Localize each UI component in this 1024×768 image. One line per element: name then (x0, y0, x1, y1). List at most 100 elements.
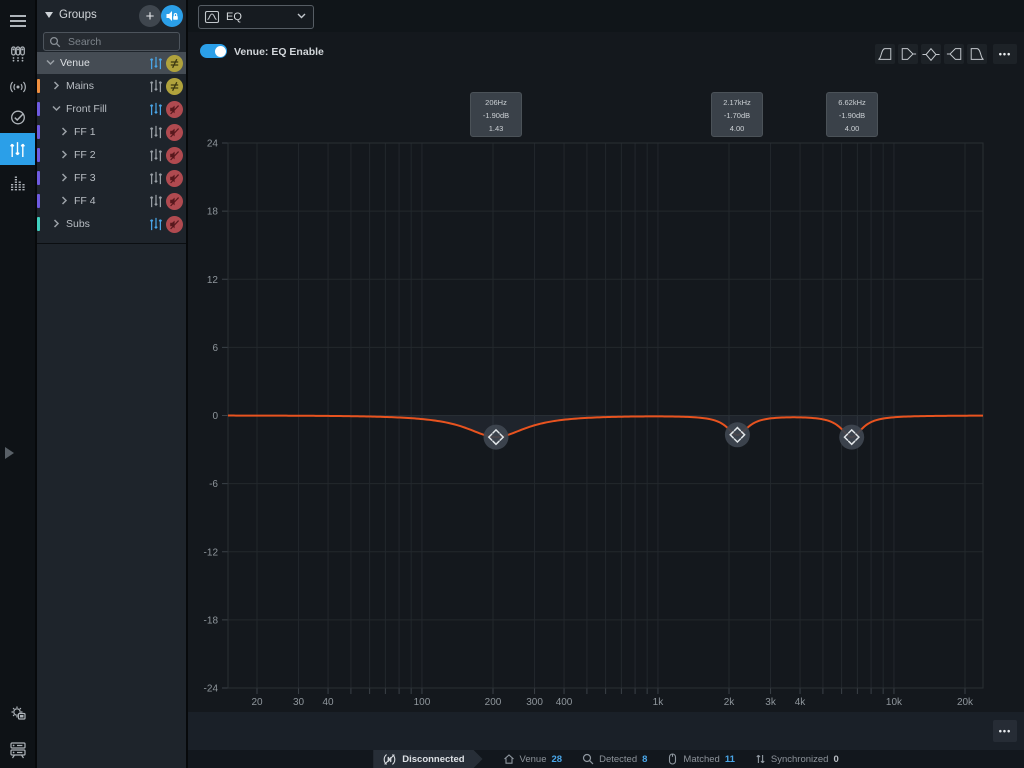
highpass-filter-icon (878, 48, 892, 60)
chevron-right-icon[interactable] (59, 149, 70, 160)
y-axis-label: 12 (207, 275, 219, 286)
view-selector-dropdown[interactable]: EQ (198, 5, 314, 29)
filter-lowpass-button[interactable] (967, 44, 987, 64)
x-axis-label: 400 (556, 697, 573, 708)
filter-highshelf-button[interactable] (944, 44, 964, 64)
left-icon-rail (0, 0, 37, 768)
chevron-right-icon[interactable] (59, 172, 70, 183)
eq-enable-toggle[interactable] (200, 44, 227, 58)
status-item-synchronized[interactable]: Synchronized 0 (755, 753, 839, 765)
group-row-ff-4[interactable]: FF 4 (37, 190, 186, 212)
muted-status-icon[interactable] (166, 123, 183, 141)
connection-status-label: Disconnected (402, 753, 465, 765)
eq-sliders-icon[interactable] (149, 56, 163, 70)
search-input[interactable] (66, 33, 178, 50)
home-icon (503, 754, 514, 764)
status-value: 8 (642, 753, 648, 765)
group-row-front-fill[interactable]: Front Fill (37, 98, 186, 120)
chevron-right-icon[interactable] (51, 218, 62, 229)
x-axis-label: 10k (886, 697, 903, 708)
chevron-right-icon[interactable] (51, 80, 62, 91)
chevron-down-icon[interactable] (45, 57, 56, 68)
chevron-right-icon[interactable] (59, 195, 70, 206)
muted-status-icon[interactable] (166, 192, 183, 210)
filter-readout-line: -1.90dB (482, 111, 510, 120)
search-icon (582, 753, 594, 765)
mismatch-status-icon[interactable] (166, 77, 183, 95)
status-item-venue[interactable]: Venue 28 (503, 753, 562, 765)
group-row-ff-1[interactable]: FF 1 (37, 121, 186, 143)
groups-caret-icon[interactable] (45, 12, 53, 18)
status-label: Synchronized (770, 753, 829, 765)
filter-lowshelf-button[interactable] (898, 44, 918, 64)
eq-sliders-icon[interactable] (149, 171, 163, 185)
group-color-bar (37, 194, 40, 208)
eq-filter-handle-1[interactable] (483, 424, 509, 450)
eq-filter-handle-2[interactable] (724, 422, 750, 448)
muted-status-icon[interactable] (166, 146, 183, 164)
main-top-bar: EQ (188, 0, 1024, 32)
eq-tab-button[interactable] (0, 133, 35, 165)
menu-button[interactable] (0, 8, 35, 34)
view-selector-value: EQ (226, 11, 242, 23)
bottom-toolbar: ••• (188, 712, 1024, 750)
group-row-label: FF 3 (74, 172, 96, 184)
group-row-ff-2[interactable]: FF 2 (37, 144, 186, 166)
firmware-settings-button[interactable] (0, 700, 35, 726)
filter-readout-line: 4.00 (844, 124, 860, 133)
x-axis-label: 20 (251, 697, 263, 708)
chevron-right-icon[interactable] (59, 126, 70, 137)
broadcast-button[interactable] (0, 74, 35, 100)
eq-filter-handle-3[interactable] (839, 424, 865, 450)
collapse-arrow-icon[interactable] (5, 447, 14, 459)
muted-status-icon[interactable] (166, 215, 183, 233)
group-row-subs[interactable]: Subs (37, 213, 186, 235)
filter-readout-line: -1.70dB (723, 111, 751, 120)
highshelf-filter-icon (946, 48, 961, 60)
meters-button[interactable] (0, 170, 35, 196)
eq-sliders-icon[interactable] (149, 217, 163, 231)
filter-readout-line: 6.62kHz (838, 98, 866, 107)
x-axis-label: 300 (526, 697, 543, 708)
panel-divider (37, 243, 186, 244)
chevron-down-icon[interactable] (51, 103, 62, 114)
muted-status-icon[interactable] (166, 169, 183, 187)
add-group-button[interactable]: + (139, 5, 161, 27)
filter-highpass-button[interactable] (875, 44, 895, 64)
group-row-ff-3[interactable]: FF 3 (37, 167, 186, 189)
eq-enable-label: Venue: EQ Enable (234, 46, 324, 58)
group-color-bar (37, 171, 40, 185)
status-item-detected[interactable]: Detected 8 (582, 753, 647, 765)
bottom-more-button[interactable]: ••• (993, 720, 1017, 742)
x-axis-label: 1k (653, 697, 665, 708)
muted-status-icon[interactable] (166, 100, 183, 118)
check-circle-icon (10, 110, 25, 124)
eq-sliders-icon[interactable] (149, 79, 163, 93)
y-axis-label: -6 (209, 479, 218, 490)
mute-lock-button[interactable] (161, 5, 183, 27)
connection-status-badge[interactable]: Disconnected (373, 750, 482, 768)
mismatch-status-icon[interactable] (166, 54, 183, 72)
rack-button[interactable] (0, 737, 35, 763)
devices-button[interactable] (0, 41, 35, 67)
status-label: Venue (519, 753, 547, 765)
eq-sliders-icon[interactable] (149, 125, 163, 139)
status-bar: Disconnected Venue 28 Detected 8 Matched… (188, 750, 1024, 768)
eq-sliders-icon[interactable] (149, 102, 163, 116)
y-axis-label: -12 (204, 547, 219, 558)
y-axis-label: 6 (212, 343, 218, 354)
filter-bell-button[interactable] (921, 44, 941, 64)
eq-sliders-icon[interactable] (149, 194, 163, 208)
group-row-mains[interactable]: Mains (37, 75, 186, 97)
eq-plot[interactable]: 24 18 12 6 0 -6 -12 -18 -24 20 30 40 100 200 300 400 1k 2… (188, 72, 1024, 712)
filter-readout-3: 6.62kHz -1.90dB 4.00 (826, 92, 878, 137)
group-color-bar (37, 102, 40, 116)
search-icon (49, 36, 61, 47)
y-axis-label: 24 (207, 139, 219, 150)
optimize-button[interactable] (0, 104, 35, 130)
eq-more-button[interactable]: ••• (993, 44, 1017, 64)
eq-sliders-icon[interactable] (149, 148, 163, 162)
status-value: 0 (833, 753, 839, 765)
group-row-venue[interactable]: Venue (37, 52, 186, 74)
status-item-matched[interactable]: Matched 11 (667, 753, 735, 765)
